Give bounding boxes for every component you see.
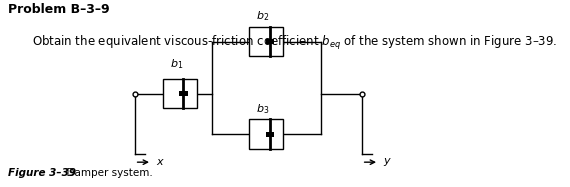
Bar — [249, 27, 283, 56]
Bar — [180, 91, 188, 96]
Text: Figure 3–39: Figure 3–39 — [7, 168, 76, 178]
Text: $x$: $x$ — [156, 157, 165, 167]
Text: $y$: $y$ — [384, 156, 393, 168]
Text: $b_1$: $b_1$ — [170, 57, 184, 71]
Bar — [249, 119, 283, 149]
Text: $b_3$: $b_3$ — [256, 102, 270, 116]
Text: Problem B–3–9: Problem B–3–9 — [7, 3, 109, 16]
Bar — [266, 39, 274, 44]
Bar — [163, 79, 197, 108]
Text: $b_2$: $b_2$ — [256, 9, 270, 23]
Text: Obtain the equivalent viscous-friction coefficient $b_{eq}$ of the system shown : Obtain the equivalent viscous-friction c… — [32, 34, 558, 52]
Text: Damper system.: Damper system. — [60, 168, 153, 178]
Bar — [266, 132, 274, 137]
